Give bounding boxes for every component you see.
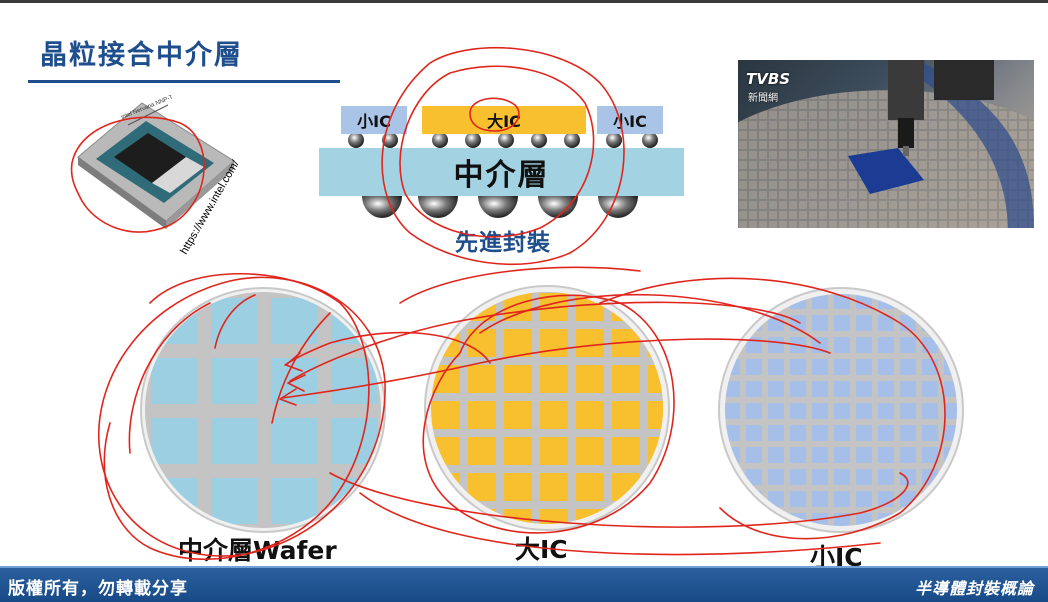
small-ic-left: 小IC — [341, 106, 407, 134]
big-ic-wafer-label: 大IC — [515, 535, 568, 564]
slide-title: 晶粒接合中介層 — [40, 40, 243, 71]
interposer-wafer-label: 中介層Wafer — [178, 536, 337, 565]
footer-copyright: 版權所有，勿轉載分享 — [8, 579, 188, 599]
tvbs-logo: TVBS — [746, 70, 791, 88]
tvbs-logo-subtitle: 新聞網 — [748, 93, 778, 104]
interposer-wafer — [138, 285, 388, 535]
footer-bar: 版權所有，勿轉載分享 半導體封裝概論 — [0, 566, 1048, 602]
c4-bumps — [362, 196, 638, 218]
chip-photo: intel Nervana NNP-T https://www.intel.co… — [58, 94, 258, 265]
footer-course-title: 半導體封裝概論 — [914, 579, 1034, 598]
interposer-layer: 中介層 — [319, 148, 684, 196]
big-ic: 大IC — [422, 106, 586, 134]
big-ic-wafer — [422, 283, 672, 533]
window-top-border — [0, 0, 1048, 3]
package-diagram: 小IC 大IC 小IC 中介層 先進封裝 — [310, 98, 700, 258]
advanced-packaging-caption: 先進封裝 — [455, 229, 551, 256]
title-underline — [28, 80, 340, 83]
micro-bumps — [348, 132, 658, 148]
slide-canvas: 晶粒接合中介層 intel Nervana NNP-T https://www.… — [0, 3, 1048, 602]
small-ic-wafer — [716, 285, 966, 535]
small-ic-right: 小IC — [597, 106, 663, 134]
news-photo: TVBS 新聞網 — [738, 60, 1034, 228]
